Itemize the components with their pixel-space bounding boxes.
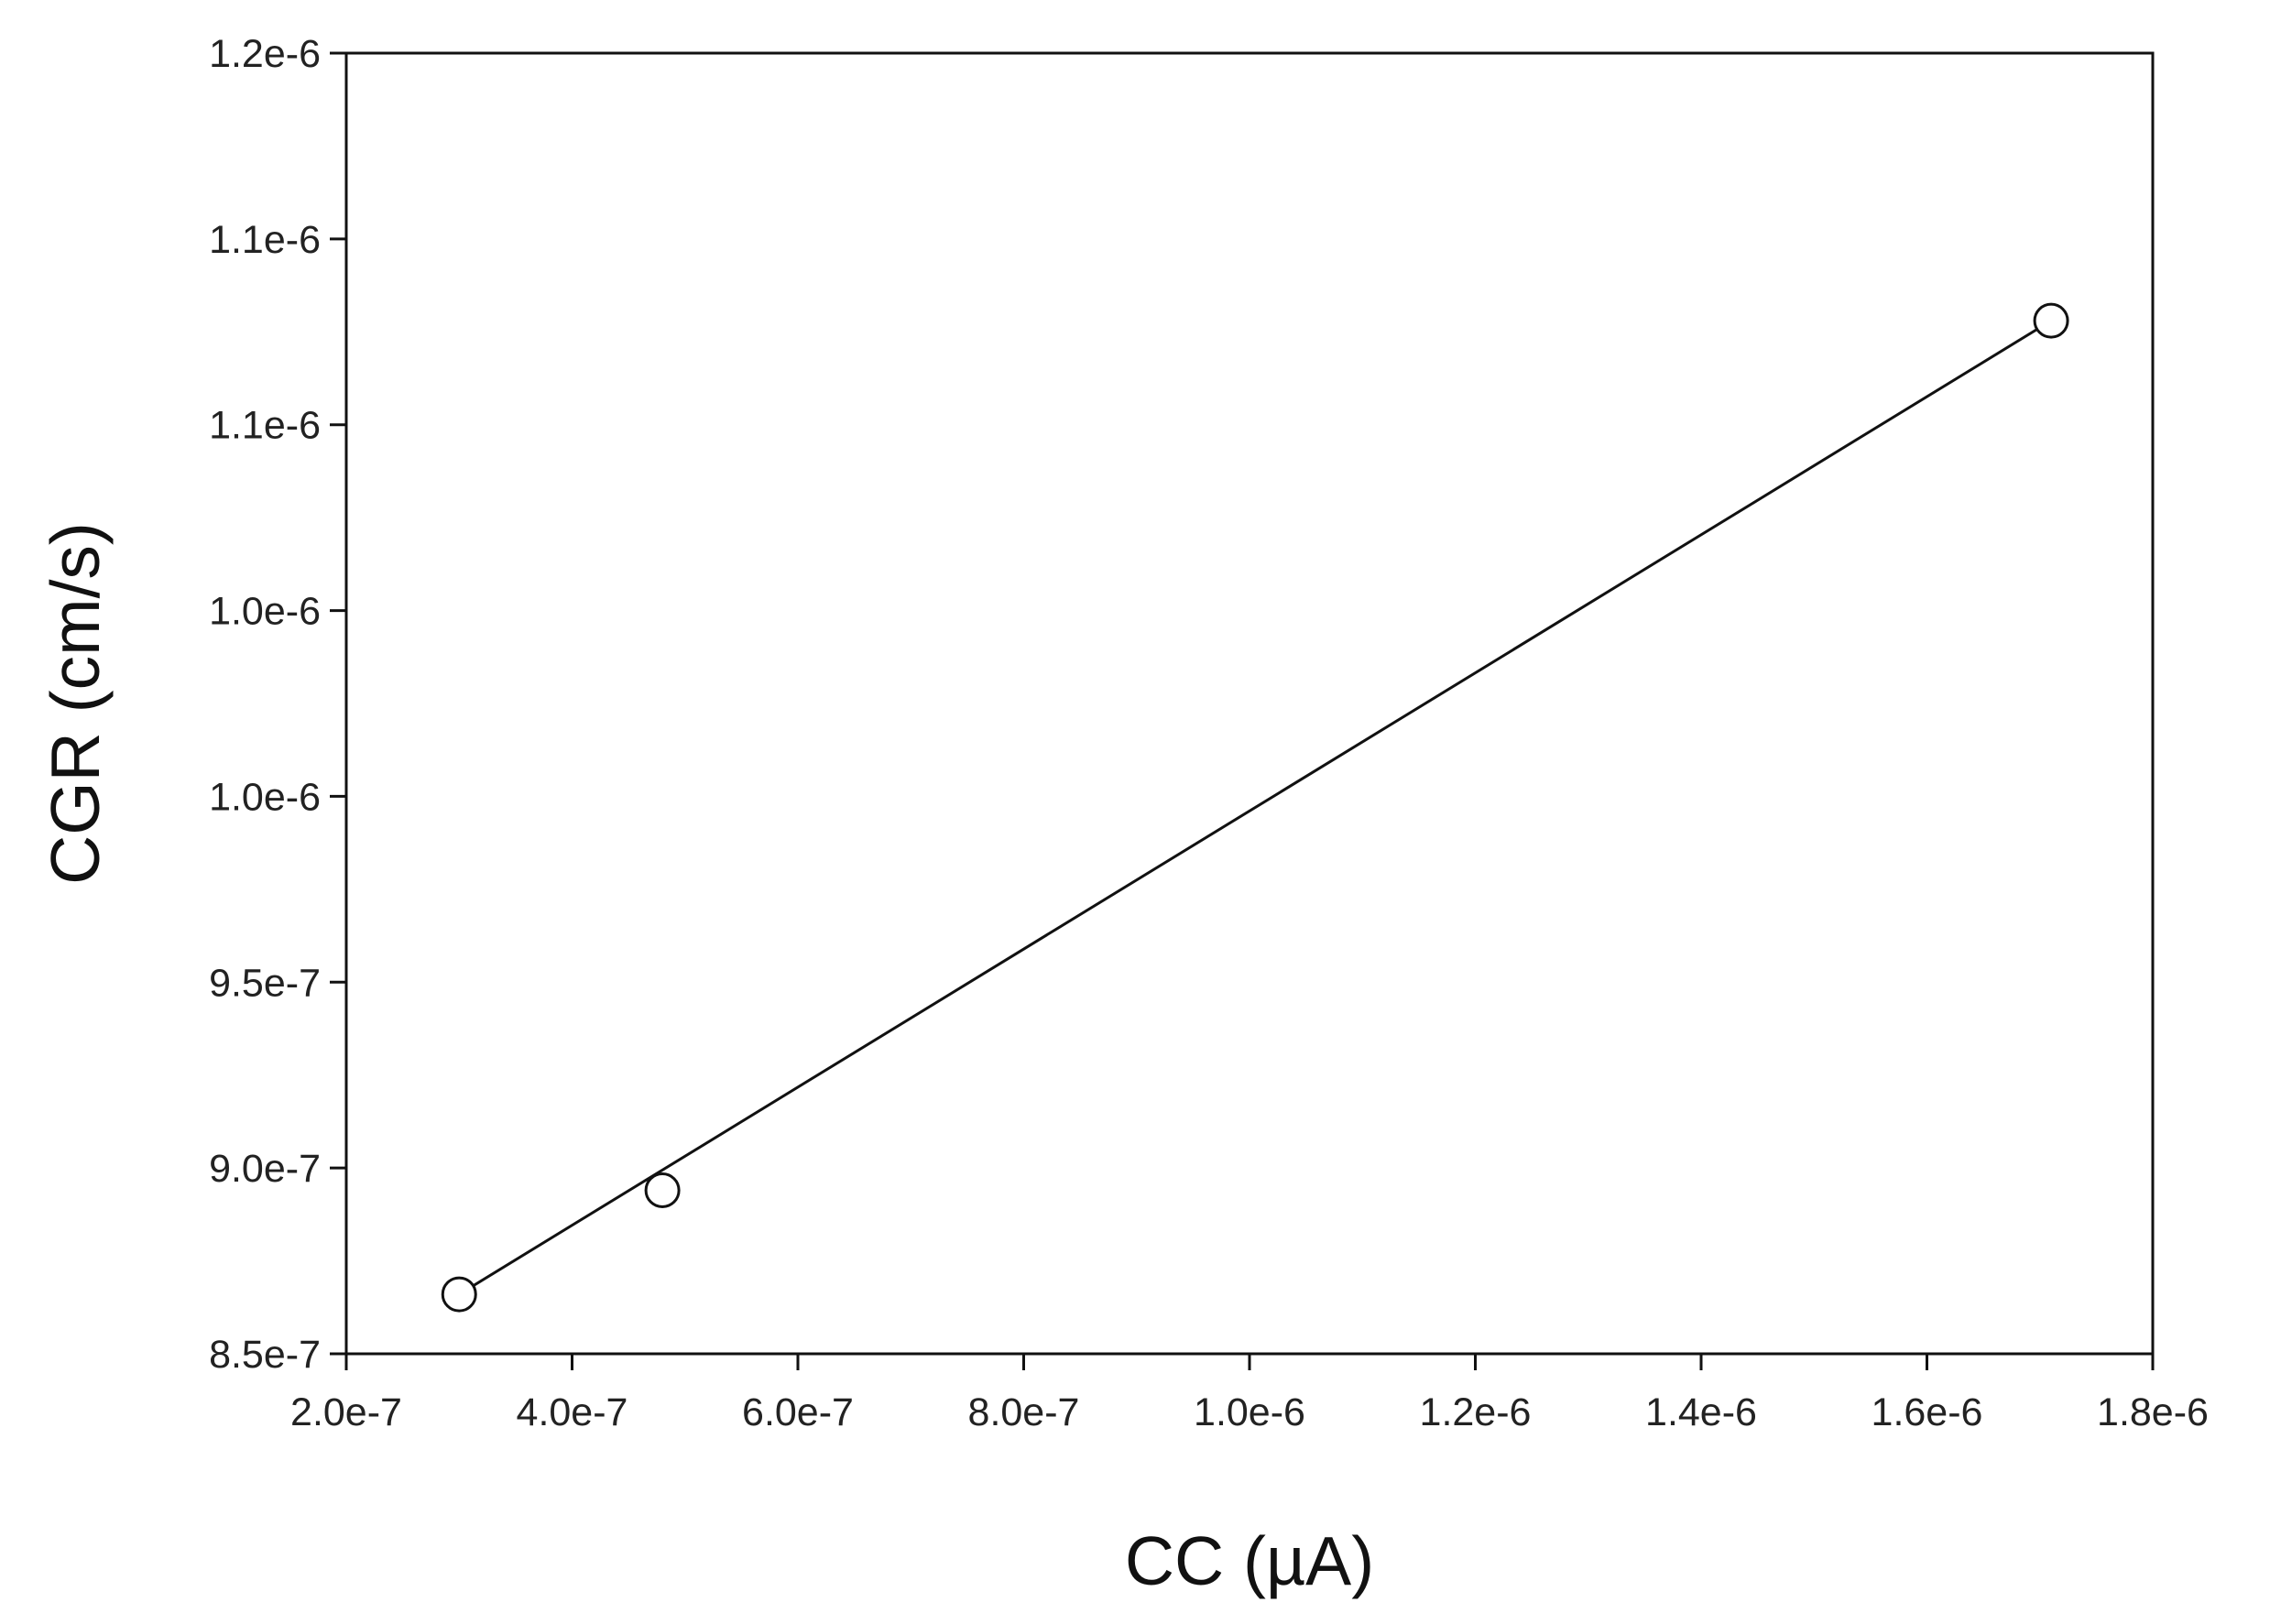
data-point — [441, 1276, 477, 1313]
y-tick-label: 8.5e-7 — [209, 1333, 321, 1377]
x-tick-label: 1.0e-6 — [1194, 1390, 1305, 1434]
y-tick-label: 9.5e-7 — [209, 961, 321, 1005]
y-tick-label: 1.1e-6 — [209, 218, 321, 262]
data-points — [441, 302, 2069, 1313]
x-tick-label: 2.0e-7 — [290, 1390, 402, 1434]
x-tick-label: 8.0e-7 — [968, 1390, 1080, 1434]
y-tick-label: 1.1e-6 — [209, 404, 321, 448]
x-axis-title: CC (µA) — [1125, 1522, 1374, 1599]
x-axis: 2.0e-7 4.0e-7 6.0e-7 8.0e-7 1.0e-6 1.2e-6 1.4e… — [290, 1354, 2209, 1434]
x-tick-label: 4.0e-7 — [517, 1390, 628, 1434]
y-tick-label: 1.0e-6 — [209, 775, 321, 819]
x-tick-label: 1.6e-6 — [1872, 1390, 1983, 1434]
x-tick-label: 1.2e-6 — [1420, 1390, 1532, 1434]
y-tick-label: 1.0e-6 — [209, 590, 321, 634]
data-point — [2033, 302, 2069, 339]
y-tick-label: 9.0e-7 — [209, 1147, 321, 1191]
fit-line-layer — [458, 319, 2052, 1296]
x-tick-label: 1.8e-6 — [2097, 1390, 2209, 1434]
x-tick-label: 1.4e-6 — [1645, 1390, 1757, 1434]
fit-line — [458, 319, 2052, 1296]
y-axis-title: CGR (cm/s) — [37, 522, 114, 885]
plot-border — [344, 51, 2155, 1356]
data-point — [644, 1172, 681, 1208]
x-tick-label: 6.0e-7 — [742, 1390, 854, 1434]
y-axis: 8.5e-7 9.0e-7 9.5e-7 1.0e-6 1.0e-6 1.1e-6 1.1e… — [209, 32, 346, 1377]
plot-frame — [344, 51, 2155, 1356]
y-tick-label: 1.2e-6 — [209, 32, 321, 76]
